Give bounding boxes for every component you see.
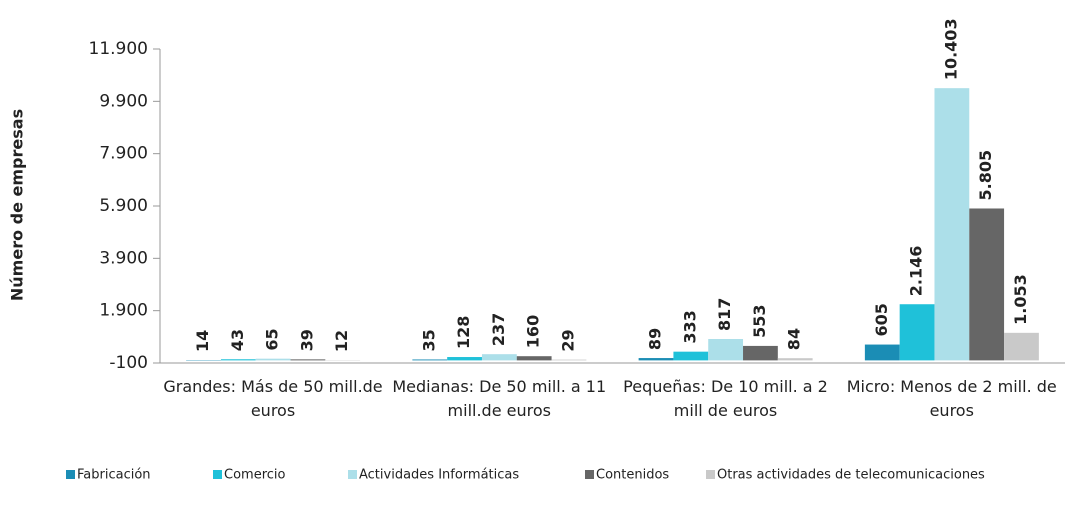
bar [412, 359, 448, 361]
value-label: 2.146 [907, 246, 926, 297]
x-tick-label: Medianas: De 50 mill. a 11 mill.de euros [392, 377, 607, 420]
value-label: 1.053 [1011, 274, 1030, 325]
bar [673, 351, 709, 361]
value-label: 10.403 [941, 18, 960, 80]
x-tick-label: Grandes: Más de 50 mill.de euros [163, 377, 383, 420]
bar [447, 357, 482, 361]
x-tick-label: Pequeñas: De 10 mill. a 2 mill de euros [623, 377, 828, 420]
value-label: 43 [228, 329, 247, 351]
value-label: 5.805 [976, 150, 995, 201]
value-label: 84 [785, 328, 804, 350]
value-label: 89 [646, 328, 665, 350]
legend-swatch [213, 470, 222, 479]
bar [708, 339, 744, 361]
y-tick-label: -100 [109, 353, 148, 373]
bar [899, 304, 935, 361]
value-label: 553 [750, 305, 769, 338]
value-label: 128 [454, 316, 473, 349]
x-tick-label: Micro: Menos de 2 mill. de euros [846, 377, 1057, 420]
value-label: 39 [297, 329, 316, 351]
bar [290, 359, 326, 361]
bar [516, 356, 552, 361]
legend-label: Comercio [224, 468, 286, 483]
value-label: 12 [332, 330, 351, 352]
bar [1004, 332, 1039, 361]
legend-label: Otras actividades de telecomunicaciones [717, 468, 985, 483]
bar [481, 354, 517, 361]
value-label: 65 [263, 328, 282, 350]
value-label: 29 [558, 329, 577, 351]
legend-label: Actividades Informáticas [359, 468, 519, 483]
legend-swatch [66, 470, 75, 479]
bar [551, 359, 587, 361]
y-tick-label: 3.900 [99, 248, 148, 268]
value-label: 160 [524, 315, 543, 348]
bar [638, 358, 674, 361]
bar [969, 208, 1005, 361]
bar [864, 344, 900, 361]
y-tick-label: 9.900 [99, 91, 148, 111]
value-label: 817 [715, 298, 734, 331]
y-axis-label: Número de empresas [8, 109, 27, 301]
legend-swatch [348, 470, 357, 479]
bar [934, 88, 970, 361]
bar [220, 359, 256, 361]
value-label: 14 [193, 330, 212, 352]
legend-swatch [585, 470, 594, 479]
y-tick-label: 1.900 [99, 301, 148, 321]
value-label: 333 [680, 310, 699, 343]
legend-label: Fabricación [77, 468, 151, 483]
value-label: 35 [419, 329, 438, 351]
bar [777, 358, 813, 361]
bar [743, 345, 778, 361]
legend-swatch [706, 470, 715, 479]
value-label: 237 [489, 313, 508, 346]
y-tick-label: 5.900 [99, 196, 148, 216]
y-tick-label: 7.900 [99, 144, 148, 164]
y-tick-label: 11.900 [89, 39, 148, 59]
value-label: 605 [872, 303, 891, 336]
legend-label: Contenidos [596, 468, 669, 483]
bar [255, 358, 291, 361]
